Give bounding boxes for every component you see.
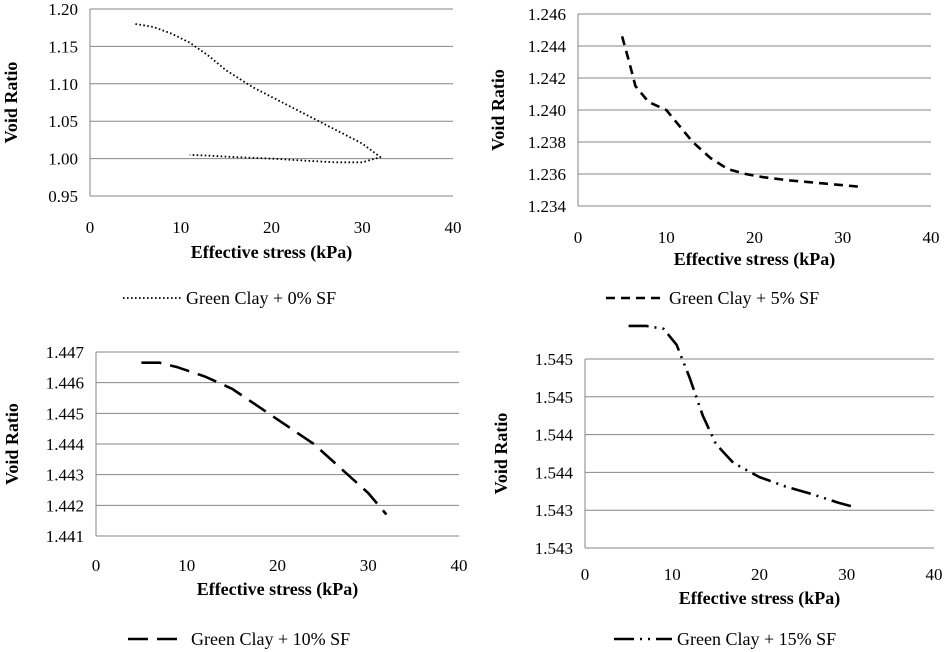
- x-axis-title: Effective stress (kPa): [191, 242, 353, 263]
- y-tick-label: 1.445: [46, 404, 84, 423]
- x-axis-title: Effective stress (kPa): [197, 579, 359, 600]
- y-axis-title: Void Ratio: [1, 62, 21, 144]
- chart-0pct-sf: 0.95 1.00 1.05 1.10 1.15 1.20 0 10 20 30 40 Effecti…: [1, 0, 462, 308]
- x-axis-title: Effective stress (kPa): [674, 249, 836, 270]
- y-tick-label: 1.242: [528, 69, 566, 88]
- chart-panel-2: 1.441 1.442 1.443 1.444 1.445 1.446 1.447 0 10 20…: [0, 330, 475, 652]
- y-tick-label: 1.544: [535, 426, 574, 445]
- x-tick-label: 40: [451, 556, 468, 575]
- y-axis-title: Void Ratio: [488, 69, 508, 151]
- y-tick-label: 1.00: [48, 150, 78, 169]
- legend-label: Green Clay + 5% SF: [669, 288, 819, 308]
- y-tick-label: 1.444: [46, 435, 85, 454]
- y-tick-label: 1.238: [528, 133, 566, 152]
- x-tick-label: 20: [263, 218, 280, 237]
- x-tick-label: 40: [926, 565, 943, 584]
- y-tick-label: 1.443: [46, 466, 84, 485]
- series-line: [135, 23, 382, 164]
- x-tick-label: 20: [746, 228, 763, 247]
- y-tick-label: 0.95: [48, 187, 78, 206]
- x-tick-label: 0: [92, 556, 101, 575]
- legend-label: Green Clay + 0% SF: [186, 288, 336, 308]
- x-tick-label: 10: [172, 218, 189, 237]
- y-tick-label: 1.244: [528, 37, 567, 56]
- y-tick-label: 1.20: [48, 0, 78, 19]
- series-line: [141, 361, 388, 516]
- series-line: [620, 36, 861, 189]
- y-tick-label: 1.543: [535, 501, 573, 520]
- x-tick-label: 0: [86, 218, 95, 237]
- y-tick-label: 1.240: [528, 101, 566, 120]
- y-tick-label: 1.446: [46, 374, 84, 393]
- y-tick-label: 1.442: [46, 496, 84, 515]
- chart-panel-0: 0.95 1.00 1.05 1.10 1.15 1.20 0 10 20 30 40 Effecti…: [0, 0, 475, 320]
- x-tick-label: 40: [923, 228, 940, 247]
- chart-10pct-sf: 1.441 1.442 1.443 1.444 1.445 1.446 1.447 0 10 20…: [2, 343, 468, 649]
- x-tick-label: 10: [664, 565, 681, 584]
- chart-5pct-sf: 1.234 1.236 1.238 1.240 1.242 1.244 1.246 0 10 20…: [488, 5, 940, 308]
- x-tick-label: 10: [658, 228, 675, 247]
- x-tick-label: 20: [269, 556, 286, 575]
- y-tick-label: 1.545: [535, 388, 573, 407]
- chart-panel-1: 1.234 1.236 1.238 1.240 1.242 1.244 1.246 0 10 20…: [480, 0, 947, 320]
- x-tick-label: 0: [581, 565, 590, 584]
- y-tick-label: 1.05: [48, 112, 78, 131]
- x-tick-label: 10: [178, 556, 195, 575]
- y-tick-label: 1.543: [535, 539, 573, 558]
- chart-panel-3: 1.543 1.543 1.544 1.544 1.545 1.545 0 10 20 30 40 E…: [480, 324, 947, 652]
- x-tick-label: 30: [834, 228, 851, 247]
- legend-label: Green Clay + 15% SF: [677, 629, 836, 649]
- x-tick-label: 20: [751, 565, 768, 584]
- y-axis-title: Void Ratio: [491, 413, 511, 495]
- series-line: [628, 324, 856, 509]
- y-tick-label: 1.447: [46, 343, 85, 362]
- chart-15pct-sf: 1.543 1.543 1.544 1.544 1.545 1.545 0 10 20 30 40 E…: [491, 324, 943, 649]
- legend-label: Green Clay + 10% SF: [191, 629, 350, 649]
- y-tick-label: 1.545: [535, 350, 573, 369]
- x-tick-label: 30: [838, 565, 855, 584]
- x-tick-label: 30: [360, 556, 377, 575]
- y-tick-label: 1.234: [528, 197, 567, 216]
- x-axis-title: Effective stress (kPa): [679, 588, 841, 609]
- y-tick-label: 1.10: [48, 75, 78, 94]
- x-tick-label: 30: [354, 218, 371, 237]
- y-axis-title: Void Ratio: [2, 403, 22, 485]
- y-tick-label: 1.236: [528, 165, 566, 184]
- y-tick-label: 1.441: [46, 527, 84, 546]
- x-tick-label: 0: [574, 228, 583, 247]
- x-tick-label: 40: [445, 218, 462, 237]
- y-tick-label: 1.246: [528, 5, 566, 24]
- y-tick-label: 1.15: [48, 37, 78, 56]
- y-tick-label: 1.544: [535, 463, 574, 482]
